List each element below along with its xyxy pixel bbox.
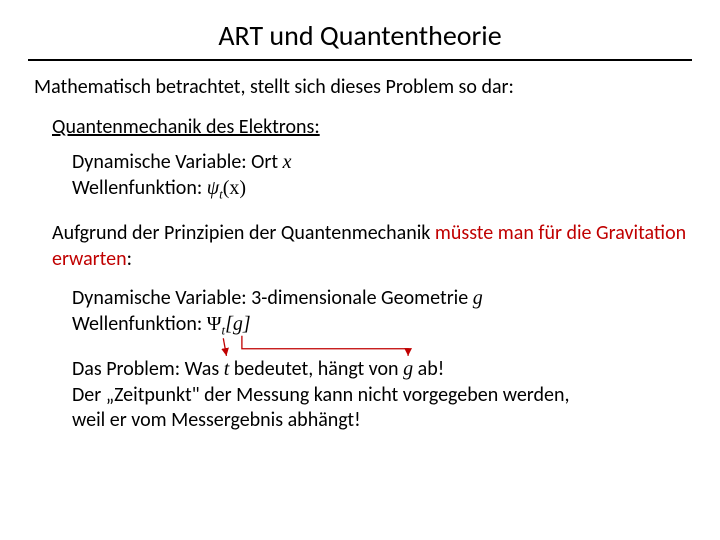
problem-line1: Das Problem: Was t bedeutet, hängt von g… bbox=[72, 357, 696, 383]
slide-title: ART und Quantentheorie bbox=[0, 0, 720, 59]
problem-l1b: bedeutet, hängt von bbox=[229, 357, 403, 381]
grav-expect-para: Aufgrund der Prinzipien der Quantenmecha… bbox=[52, 221, 696, 272]
psi-arg-x: (x) bbox=[223, 177, 246, 199]
bigpsi-arg-g: [g] bbox=[225, 313, 251, 335]
grav-wavefn-line: Wellenfunktion: Ψt[g] bbox=[72, 312, 696, 339]
grav-dynvar-label: Dynamische Variable: 3-dimensionale Geom… bbox=[72, 286, 473, 310]
qm-block: Dynamische Variable: Ort x Wellenfunktio… bbox=[72, 150, 696, 203]
qm-wavefn-line: Wellenfunktion: ψt(x) bbox=[72, 176, 696, 203]
grav-wavefn-label: Wellenfunktion: bbox=[72, 312, 207, 336]
qm-heading: Quantenmechanik des Elektrons: bbox=[52, 115, 696, 141]
grav-dynvar-line: Dynamische Variable: 3-dimensionale Geom… bbox=[72, 286, 696, 312]
math-bigpsi-t-g: Ψt[g] bbox=[207, 313, 251, 335]
grav-block: Dynamische Variable: 3-dimensionale Geom… bbox=[72, 286, 696, 339]
problem-line2: Der „Zeitpunkt" der Messung kann nicht v… bbox=[72, 383, 696, 409]
qm-dynvar-label: Dynamische Variable: Ort bbox=[72, 150, 283, 174]
qm-wavefn-label: Wellenfunktion: bbox=[72, 176, 207, 200]
problem-block: Das Problem: Was t bedeutet, hängt von g… bbox=[72, 357, 696, 434]
problem-line3: weil er vom Messergebnis abhängt! bbox=[72, 408, 696, 434]
grav-line1a: Aufgrund der Prinzipien der Quantenmecha… bbox=[52, 221, 435, 245]
qm-dynvar-line: Dynamische Variable: Ort x bbox=[72, 150, 696, 176]
intro-text: Mathematisch betrachtet, stellt sich die… bbox=[34, 75, 696, 101]
math-g: g bbox=[473, 287, 483, 309]
math-psi-t-x: ψt(x) bbox=[207, 177, 246, 199]
grav-line1-tail: : bbox=[127, 247, 132, 271]
bigpsi-glyph: Ψ bbox=[207, 313, 222, 335]
inline-g: g bbox=[403, 358, 413, 380]
math-x: x bbox=[283, 151, 292, 173]
content-area: Mathematisch betrachtet, stellt sich die… bbox=[0, 61, 720, 434]
problem-l1c: ab! bbox=[413, 357, 444, 381]
problem-l1a: Das Problem: Was bbox=[72, 357, 224, 381]
psi-glyph: ψ bbox=[207, 177, 219, 199]
